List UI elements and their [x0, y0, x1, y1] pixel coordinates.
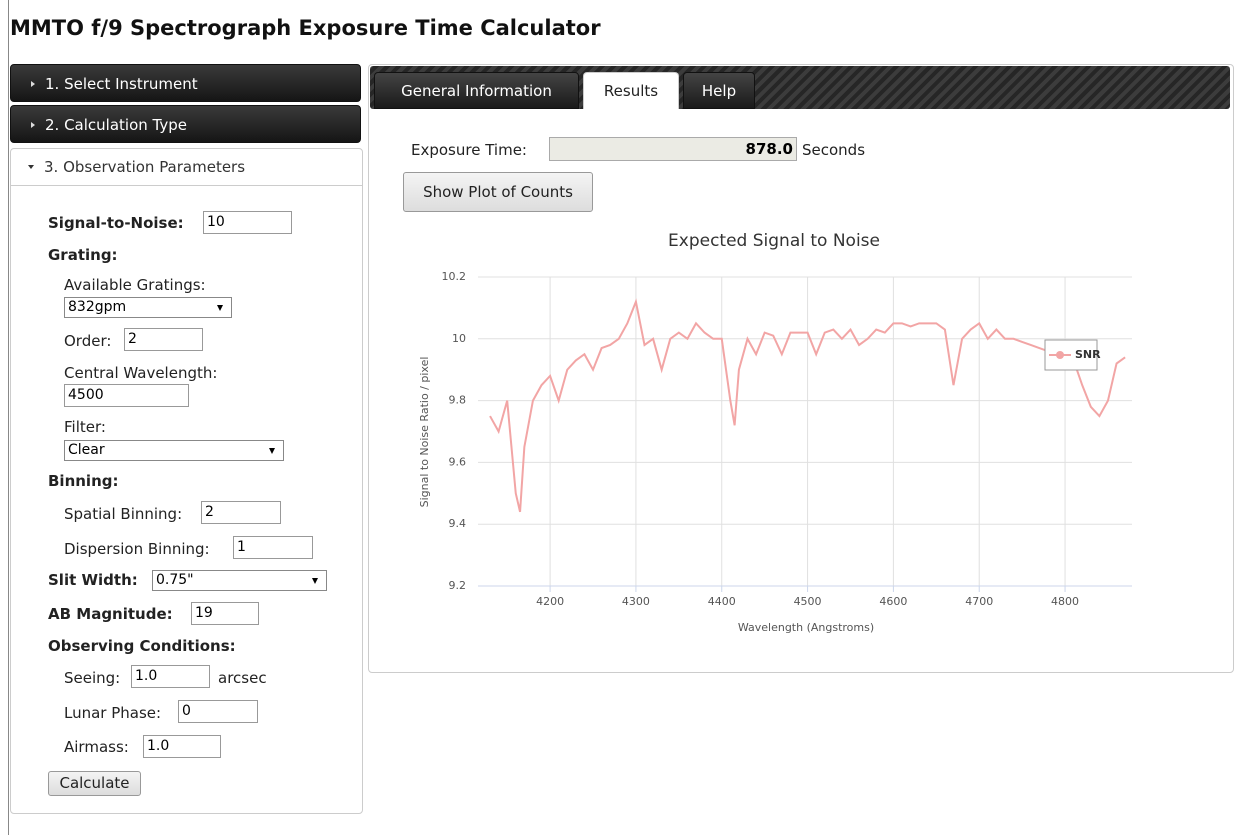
field-label: Central Wavelength:	[64, 364, 218, 382]
field-label: Airmass:	[64, 738, 129, 756]
x-tick-label: 4700	[965, 595, 993, 608]
field-label: Order:	[64, 332, 112, 350]
page-title: MMTO f/9 Spectrograph Exposure Time Calc…	[10, 16, 601, 40]
chart-title: Expected Signal to Noise	[668, 231, 880, 251]
unit-label: arcsec	[218, 669, 267, 687]
accordion-header[interactable]: 3. Observation Parameters	[10, 148, 363, 186]
results-panel	[368, 64, 1234, 673]
text-input[interactable]: 4500	[64, 384, 189, 407]
field-label: Seeing:	[64, 669, 121, 687]
text-input[interactable]: 2	[201, 501, 281, 524]
select[interactable]: Clear	[64, 440, 284, 461]
tab[interactable]: Help	[683, 72, 755, 109]
text-input[interactable]: 0	[178, 700, 258, 723]
field-label: Signal-to-Noise:	[48, 214, 184, 232]
text-input[interactable]: 10	[203, 211, 292, 234]
field-label: Spatial Binning:	[64, 505, 183, 523]
x-tick-label: 4800	[1051, 595, 1079, 608]
x-tick-label: 4400	[708, 595, 736, 608]
tab[interactable]: Results	[583, 72, 679, 109]
y-tick-label: 9.6	[449, 455, 467, 468]
plot-button[interactable]: Show Plot of Counts	[403, 172, 593, 212]
field-label: AB Magnitude:	[48, 605, 173, 623]
chart-background	[395, 220, 1153, 653]
exposure-label: Exposure Time:	[411, 141, 527, 159]
select[interactable]: 832gpm	[64, 297, 232, 318]
series-line	[489, 298, 1126, 513]
section-heading: Grating:	[48, 246, 118, 264]
text-input[interactable]: 1.0	[131, 665, 210, 688]
field-label: Dispersion Binning:	[64, 540, 210, 558]
x-tick-label: 4200	[536, 595, 564, 608]
y-tick-label: 9.8	[449, 394, 467, 407]
x-tick-label: 4300	[622, 595, 650, 608]
tab[interactable]: General Information	[374, 72, 579, 109]
page-frame	[8, 0, 1253, 835]
accordion-header[interactable]: 1. Select Instrument	[10, 64, 361, 102]
unit-label: Seconds	[802, 141, 866, 159]
legend-marker	[1056, 351, 1064, 359]
section-heading: Observing Conditions:	[48, 637, 236, 655]
field-label: Slit Width:	[48, 571, 138, 589]
text-input[interactable]: 2	[124, 328, 203, 351]
section-heading: Binning:	[48, 472, 119, 490]
y-axis-title: Signal to Noise Ratio / pixel	[418, 357, 431, 508]
x-tick-label: 4500	[794, 595, 822, 608]
y-tick-label: 10	[452, 332, 466, 345]
text-input[interactable]: 1.0	[143, 735, 221, 758]
chart: Expected Signal to Noise Wavelength (Ang…	[395, 220, 1153, 653]
y-tick-label: 9.2	[449, 579, 467, 592]
y-tick-label: 9.4	[449, 517, 467, 530]
x-tick-label: 4600	[879, 595, 907, 608]
accordion-header[interactable]: 2. Calculation Type	[10, 105, 361, 143]
text-input[interactable]: 1	[233, 536, 313, 559]
field-label: Filter:	[64, 418, 106, 436]
y-tick-label: 10.2	[442, 270, 467, 283]
accordion-panel	[10, 148, 363, 814]
text-input[interactable]: 19	[191, 602, 259, 625]
field-label: Lunar Phase:	[64, 704, 162, 722]
x-axis-title: Wavelength (Angstroms)	[738, 621, 874, 634]
legend-label: SNR	[1075, 348, 1101, 361]
calculate-button[interactable]: Calculate	[48, 771, 141, 796]
exposure-output: 878.0	[549, 137, 797, 161]
field-label: Available Gratings:	[64, 276, 206, 294]
select[interactable]: 0.75"	[152, 570, 327, 591]
